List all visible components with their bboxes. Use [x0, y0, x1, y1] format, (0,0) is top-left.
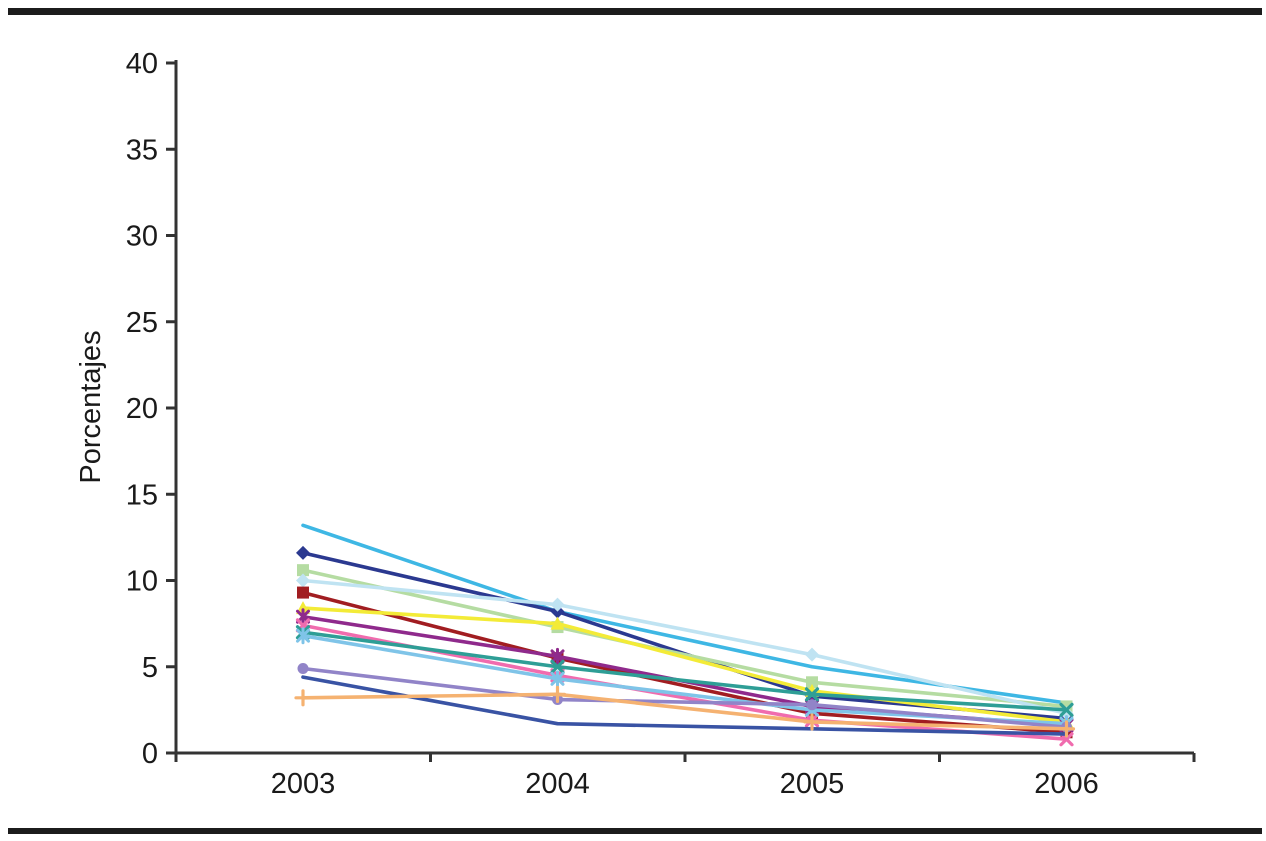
- series-marker-triangle: [296, 601, 310, 615]
- y-tick-label: 5: [142, 652, 158, 684]
- series-marker-plus: [294, 689, 312, 707]
- series-marker-x: [1059, 702, 1074, 717]
- x-tick-label: 2005: [780, 768, 845, 800]
- series-marker-circle: [806, 699, 818, 711]
- series-marker-x: [804, 687, 820, 702]
- series-line-series-11: [301, 666, 1069, 729]
- y-tick-label: 25: [126, 307, 158, 339]
- series-marker-asterisk: [550, 670, 565, 688]
- series-marker-diamond: [296, 545, 310, 560]
- top-rule: [8, 8, 1262, 15]
- y-tick-label: 30: [126, 221, 158, 253]
- y-tick-label: 35: [126, 134, 158, 166]
- series-line-series-04: [301, 578, 1069, 716]
- x-tick-label: 2006: [1034, 768, 1099, 800]
- series-marker-x: [550, 659, 565, 674]
- y-tick-label: 10: [126, 566, 158, 598]
- series-marker-plus: [803, 713, 821, 731]
- series-marker-circle: [297, 662, 309, 674]
- y-tick-label: 20: [126, 393, 158, 425]
- series-marker-diamond: [805, 647, 819, 662]
- series-line-series-06: [301, 606, 1069, 724]
- series-marker-diamond: [550, 597, 565, 612]
- series-line-series-05: [301, 590, 1069, 735]
- y-axis-title: Porcentajes: [75, 330, 107, 483]
- series-marker-diamond: [296, 573, 310, 588]
- x-tick-label: 2003: [271, 768, 336, 800]
- chart-generated-content: 0 5 10 15 20 25 30 35 40 2003 2004 2005 2006: [126, 48, 1196, 800]
- series-marker-plus: [548, 685, 567, 703]
- series-line-series-09: [301, 630, 1069, 712]
- y-tick-label: 0: [142, 738, 158, 770]
- series-line-series-03: [301, 568, 1069, 709]
- bottom-rule: [8, 828, 1262, 834]
- series-marker-square: [297, 586, 309, 599]
- series-marker-square: [806, 676, 818, 689]
- series-marker-plus: [1057, 720, 1076, 738]
- series-marker-asterisk: [296, 627, 310, 645]
- series-marker-asterisk: [550, 647, 565, 665]
- series-line-series-12: [301, 675, 1069, 736]
- y-tick-label: 40: [126, 48, 158, 80]
- series-marker-triangle: [550, 616, 565, 630]
- series-line-series-13: [301, 692, 1069, 731]
- y-tick-label: 15: [126, 479, 158, 511]
- x-tick-label: 2004: [525, 768, 590, 800]
- series-marker-square: [297, 564, 309, 577]
